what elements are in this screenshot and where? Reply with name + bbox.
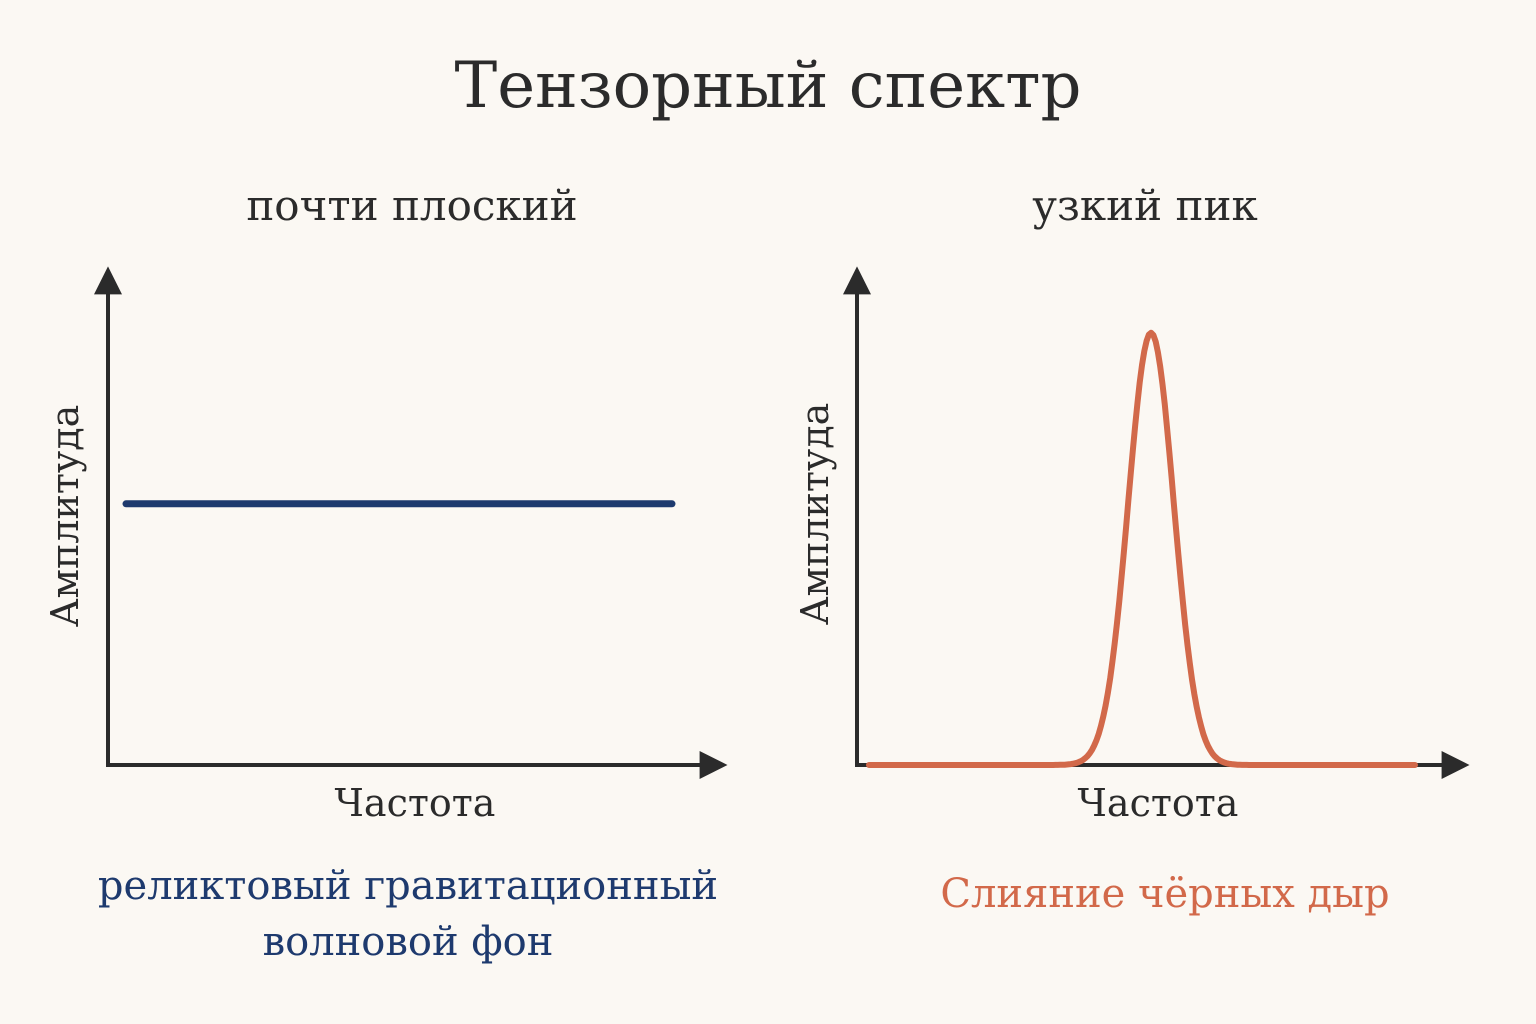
left-x-axis-label: Частота: [334, 781, 496, 825]
right-x-axis-label: Частота: [1077, 781, 1239, 825]
left-caption-line-1: реликтовый гравитационный: [97, 863, 719, 909]
left-caption-line-2: волновой фон: [262, 919, 554, 965]
right-caption-line-1: Слияние чёрных дыр: [940, 871, 1390, 917]
left-chart-title: почти плоский: [246, 181, 578, 230]
right-caption: Слияние чёрных дыр: [815, 866, 1515, 922]
left-caption: реликтовый гравитационный волновой фон: [58, 858, 758, 970]
right-series-line: [866, 329, 1418, 768]
page-title: Тензорный спектр: [454, 49, 1082, 123]
right-chart-title: узкий пик: [1032, 181, 1258, 230]
